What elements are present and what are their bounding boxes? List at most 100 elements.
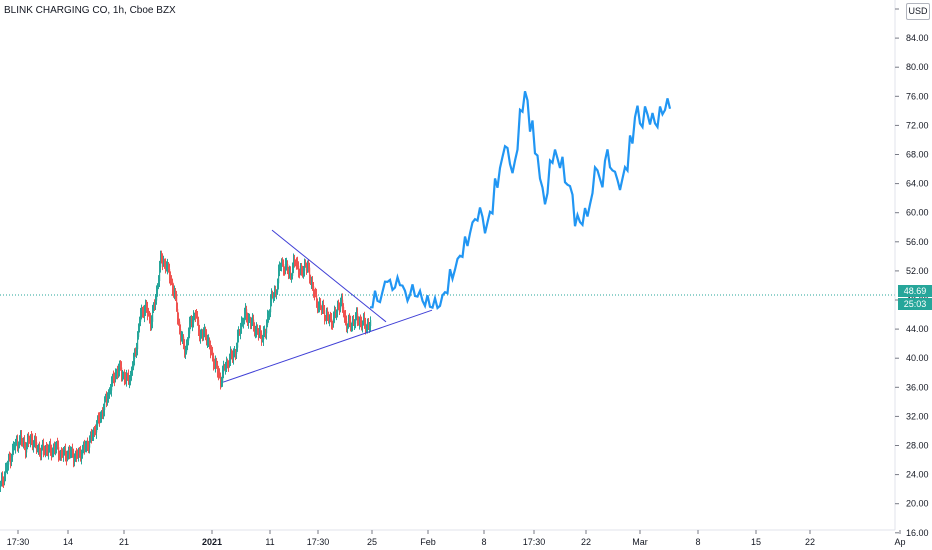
candle-down [346, 321, 348, 328]
projection-layer [370, 91, 672, 310]
candle-up [251, 322, 253, 324]
candle-down [39, 448, 41, 454]
candle-up [303, 270, 305, 274]
candle-down [175, 291, 177, 296]
projection-path [370, 91, 672, 310]
candle-up [280, 264, 282, 267]
candle-down [32, 439, 34, 447]
candle-down [54, 448, 56, 451]
price-tick-label: 60.00 [906, 208, 929, 218]
candle-down [114, 379, 116, 381]
candle-up [63, 450, 65, 456]
candle-down [57, 443, 59, 448]
candle-up [270, 300, 272, 313]
candle-up [322, 306, 324, 309]
candle-up [204, 329, 206, 334]
candle-down [162, 259, 164, 264]
candle-down [61, 453, 63, 455]
candle-up [274, 291, 276, 297]
candle-down [124, 374, 126, 379]
candle-up [256, 328, 258, 332]
candle-down [31, 436, 33, 440]
candle-down [211, 351, 213, 353]
candle-down [295, 261, 297, 264]
candle-up [11, 456, 13, 462]
candle-down [148, 313, 150, 315]
price-tick-label: 76.00 [906, 91, 929, 101]
candle-down [216, 361, 218, 365]
candle-down [353, 321, 355, 324]
price-tick-label: 40.00 [906, 353, 929, 363]
time-tick-label: Mar [632, 537, 648, 547]
candle-down [212, 351, 214, 356]
candle-up [271, 294, 273, 301]
time-tick-label: 15 [751, 537, 761, 547]
candle-down [80, 452, 82, 458]
candle-up [6, 468, 8, 470]
candle-down [364, 318, 366, 323]
time-axis[interactable]: 17:30 14 21 2021 11 17:30 25 Feb 8 17:30 22 Mar 8 15 2… [0, 529, 906, 547]
candle-up [181, 337, 183, 339]
candle-up [223, 366, 225, 373]
candle-up [262, 339, 264, 341]
candle-down [117, 371, 119, 374]
candle-up [42, 445, 44, 448]
candle-up [166, 267, 168, 269]
candle-up [81, 455, 83, 458]
candle-up [289, 272, 291, 274]
candle-up [273, 296, 275, 298]
candle-up [362, 322, 364, 327]
candle-down [51, 450, 53, 455]
candle-down [265, 331, 267, 334]
candle-down [172, 281, 174, 290]
candle-down [339, 307, 341, 309]
candle-down [66, 456, 68, 459]
candle-up [194, 315, 196, 317]
candle-down [36, 442, 38, 449]
candle-down [113, 375, 115, 380]
candle-down [368, 324, 370, 327]
candle-down [283, 263, 285, 270]
candle-up [367, 324, 369, 328]
candle-up [34, 439, 36, 445]
candle-down [210, 345, 212, 352]
currency-button[interactable]: USD [906, 3, 930, 20]
candle-down [65, 449, 67, 457]
candle-up [334, 312, 336, 317]
candle-up [53, 448, 55, 451]
candle-up [277, 283, 279, 293]
price-axis[interactable]: 16.00 20.00 24.00 28.00 32.00 36.00 40.00 44.00… [894, 0, 929, 538]
candle-down [317, 301, 319, 309]
trendlines-layer[interactable] [222, 229, 433, 383]
candle-up [134, 351, 136, 360]
candle-up [266, 324, 268, 334]
candle-up [278, 270, 280, 284]
candle-up [71, 449, 73, 452]
candle-down [231, 352, 233, 355]
price-tick-label: 56.00 [906, 237, 929, 247]
candle-up [318, 305, 320, 309]
candle-down [147, 308, 149, 314]
candle-down [213, 355, 215, 365]
candle-down [309, 267, 311, 278]
candle-up [13, 447, 15, 449]
candle-up [119, 364, 121, 370]
candle-up [300, 269, 302, 273]
candle-down [95, 430, 97, 433]
candle-up [56, 443, 58, 448]
candle-down [25, 447, 27, 453]
candle-up [285, 264, 287, 271]
descending-trendline [271, 229, 387, 323]
candle-down [180, 329, 182, 339]
candle-up [157, 286, 159, 291]
candle-down [202, 332, 204, 336]
candle-up [348, 319, 350, 327]
candle-down [250, 319, 252, 324]
candle-up [130, 375, 132, 382]
candle-up [1, 477, 3, 483]
candle-up [70, 451, 72, 455]
candle-up [311, 282, 313, 284]
price-tick-label: 80.00 [906, 62, 929, 72]
candle-down [120, 364, 122, 368]
